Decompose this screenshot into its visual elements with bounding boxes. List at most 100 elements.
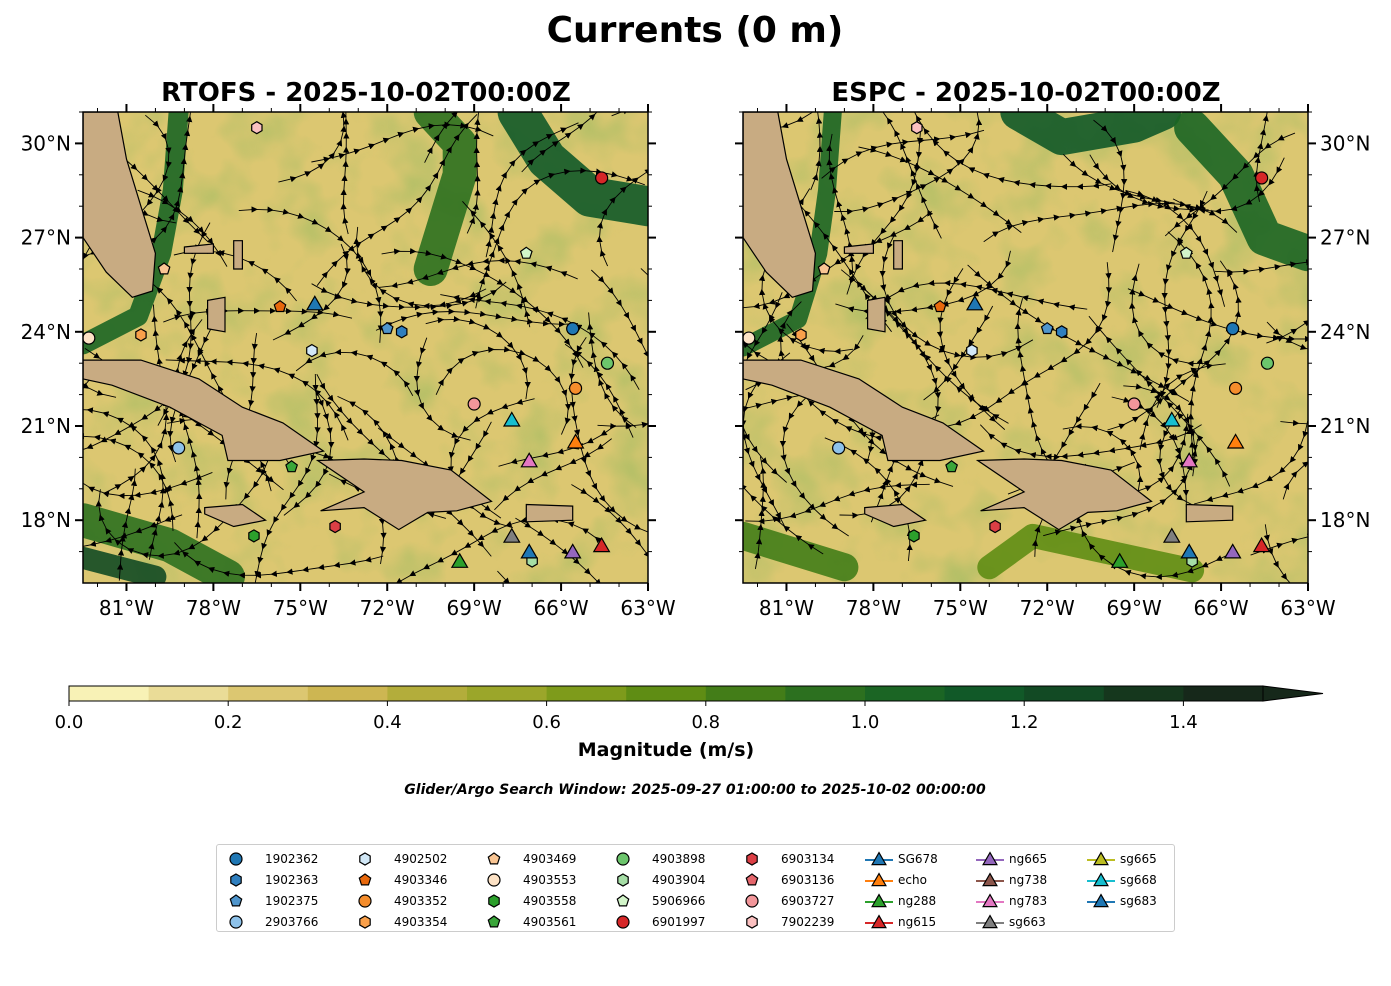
legend-marker-icon	[488, 894, 500, 908]
legend-marker-icon	[487, 852, 501, 865]
legend-label: 4902502	[394, 852, 448, 866]
colorbar-tick-label: 0.2	[214, 712, 243, 733]
legend-marker	[745, 873, 759, 886]
colorbar-extend	[1262, 685, 1324, 702]
marker-echo	[1226, 433, 1245, 449]
x-tick-label: 69°W	[1107, 596, 1162, 620]
legend-item: 4903904	[612, 870, 705, 890]
legend-label: 5906966	[652, 894, 706, 908]
y-tick-label: 27°N	[1320, 226, 1370, 250]
legend-marker-icon	[616, 915, 630, 929]
streamline	[1263, 524, 1308, 583]
rtofs-panel-title: RTOFS - 2025-10-02T00:00Z	[161, 78, 571, 108]
legend-label: 4903469	[523, 852, 577, 866]
marker-1902375	[380, 321, 394, 335]
land-mass	[743, 359, 985, 462]
x-tick-label: 63°W	[1280, 596, 1335, 620]
land-mass	[83, 112, 157, 298]
legend-marker	[230, 873, 242, 887]
legend-marker	[1093, 872, 1109, 887]
legend-item: 4903469	[483, 849, 576, 869]
legend-label: 4903561	[523, 915, 577, 929]
legend-label: ng615	[898, 915, 937, 929]
legend-label: SG678	[898, 852, 938, 866]
legend-label: ng665	[1009, 852, 1048, 866]
legend-marker	[359, 852, 371, 866]
marker-sg683	[1180, 543, 1199, 559]
colorbar-segment	[69, 686, 150, 701]
marker-7902239	[911, 121, 923, 135]
legend-item: 1902363	[225, 870, 318, 890]
legend-marker-icon	[1087, 893, 1115, 908]
legend-marker	[746, 915, 758, 929]
marker-4903469	[817, 262, 831, 275]
legend-label: 1902362	[265, 852, 319, 866]
legend-marker-icon	[229, 915, 243, 929]
x-tick-label: 81°W	[99, 596, 154, 620]
legend-label: echo	[898, 873, 927, 887]
legend-marker-icon	[487, 915, 501, 928]
legend-marker-icon	[359, 915, 371, 929]
legend-marker	[871, 893, 887, 908]
legend-marker-icon	[1087, 851, 1115, 866]
marker-6903727	[467, 397, 481, 411]
x-tick-label: 66°W	[1193, 596, 1248, 620]
marker-1902363	[395, 325, 408, 339]
map-frame	[82, 111, 649, 584]
land-mass	[233, 240, 243, 270]
streamline	[395, 515, 608, 583]
legend-label: 2903766	[265, 915, 319, 929]
legend-marker-icon	[865, 851, 893, 866]
legend-marker	[982, 914, 998, 929]
marker-4903346	[933, 299, 947, 313]
streamline	[596, 124, 648, 267]
streamline	[793, 112, 824, 191]
marker-ng615	[592, 536, 611, 553]
legend-item: 4903352	[354, 891, 447, 911]
legend-item: 2903766	[225, 912, 318, 932]
colorbar-segment	[785, 686, 866, 701]
streamline	[521, 112, 648, 173]
legend-item: 4903354	[354, 912, 447, 932]
legend-marker-icon	[865, 914, 893, 929]
streamline	[1266, 287, 1308, 344]
y-tick-label: 30°N	[1320, 131, 1370, 155]
legend-item: 6903134	[741, 849, 834, 869]
legend-marker-icon	[229, 894, 243, 907]
marker-ng783	[520, 452, 539, 468]
marker-sg663	[1162, 527, 1181, 543]
marker-6903134	[329, 519, 341, 534]
colorbar-segment	[865, 686, 946, 701]
espc-panel-title: ESPC - 2025-10-02T00:00Z	[831, 78, 1220, 108]
marker-4903469	[157, 262, 171, 275]
land-mass	[864, 503, 928, 528]
marker-4903553	[83, 331, 96, 345]
land-mass	[843, 243, 875, 254]
legend-item: 4903346	[354, 870, 447, 890]
legend-marker-icon	[865, 893, 893, 908]
legend-marker-icon	[616, 894, 630, 907]
streamline	[1214, 249, 1308, 276]
colorbar-tick-label: 1.2	[1010, 712, 1039, 733]
rtofs-map-panel: RTOFS - 2025-10-02T00:00Z 81°W 78°W 75°W 72…	[21, 78, 676, 620]
legend-item: 6903727	[741, 891, 834, 911]
streamline	[83, 514, 183, 583]
legend-label: 4903346	[394, 873, 448, 887]
marker-4903354	[135, 328, 147, 342]
legend-item: 1902375	[225, 891, 318, 911]
land-mass	[204, 503, 268, 528]
land-mass	[207, 296, 226, 333]
legend-label: 4903354	[394, 915, 448, 929]
legend-marker	[1093, 893, 1109, 908]
legend-label: 6903134	[781, 852, 835, 866]
legend-item: 1902362	[225, 849, 318, 869]
y-tick-label: 18°N	[1320, 508, 1370, 532]
legend-marker	[229, 894, 243, 907]
legend-item: 4903553	[483, 870, 576, 890]
y-tick-label: 18°N	[21, 508, 71, 532]
y-tick-label: 24°N	[21, 320, 71, 344]
legend-marker-icon	[1087, 872, 1115, 887]
marker-4903354	[795, 328, 807, 342]
legend-marker	[358, 873, 372, 886]
legend-label: 4903352	[394, 894, 448, 908]
